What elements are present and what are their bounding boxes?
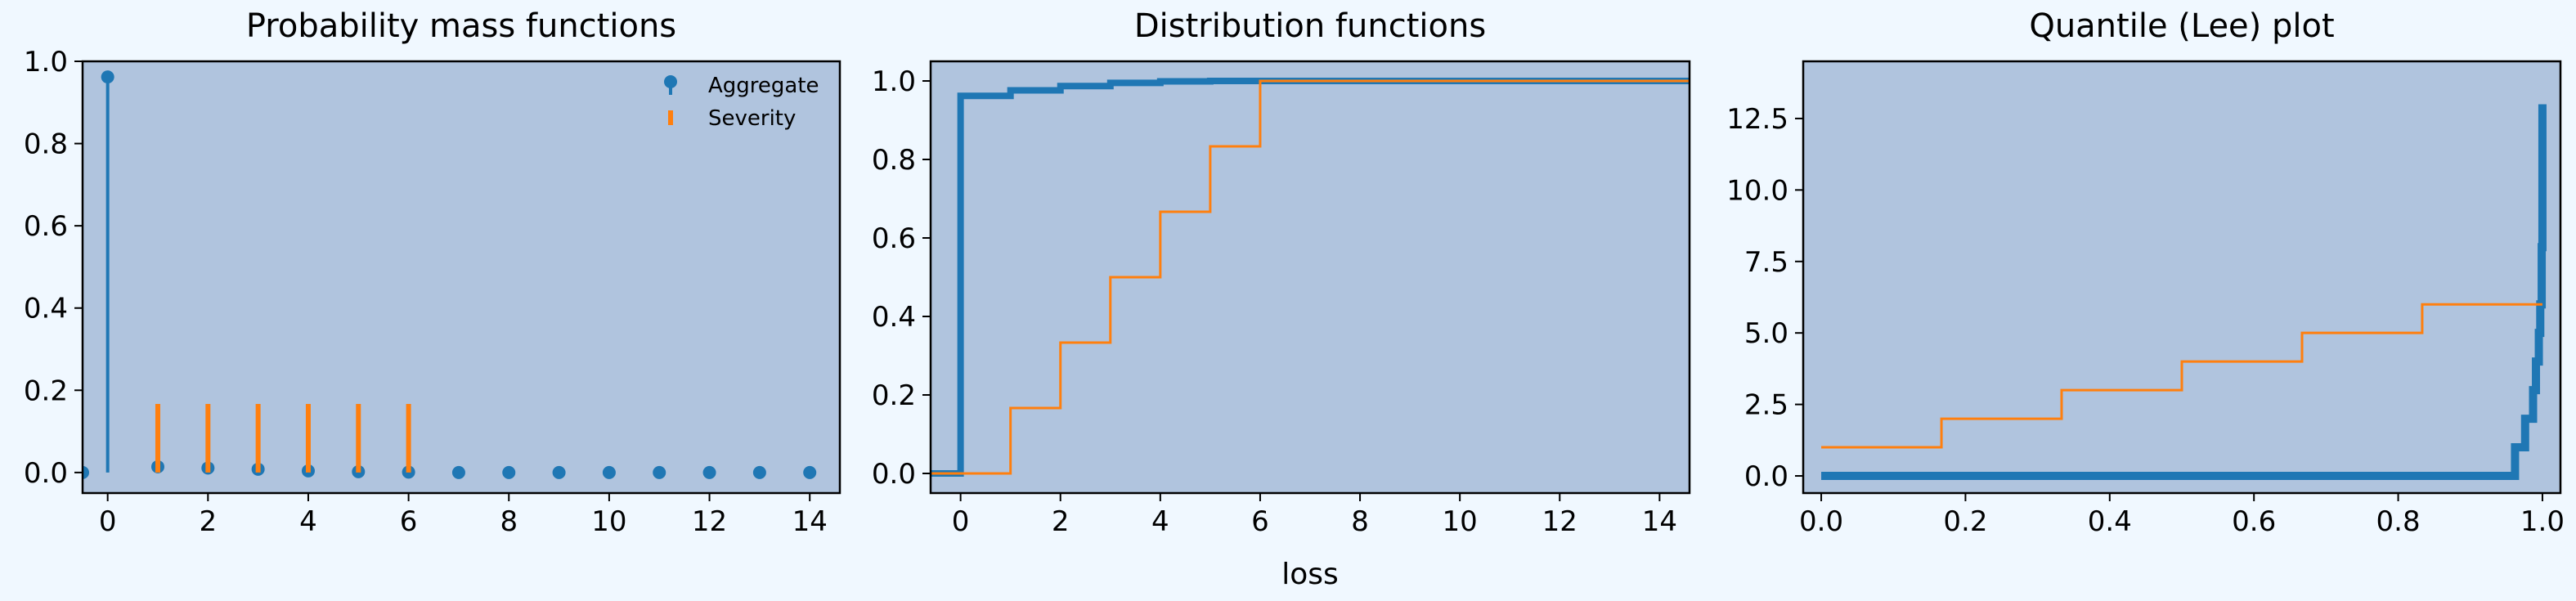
y-tick-label: 0.0 — [872, 458, 916, 491]
y-tick-label: 2.5 — [1744, 389, 1788, 422]
legend-swatch-marker — [664, 75, 677, 88]
x-tick-label: 2 — [1052, 505, 1070, 538]
chart-title: Probability mass functions — [246, 7, 676, 45]
y-tick-label: 10.0 — [1726, 174, 1788, 207]
x-tick-label: 8 — [1351, 505, 1369, 538]
y-tick-label: 0.2 — [872, 379, 916, 412]
y-tick-label: 1.0 — [872, 65, 916, 98]
legend-entry-severity: Severity — [668, 106, 796, 131]
x-tick-label: 0.0 — [1799, 505, 1843, 538]
marker-aggregate — [83, 465, 89, 479]
legend-label: Severity — [708, 106, 796, 131]
x-tick-label: 0.4 — [2088, 505, 2132, 538]
marker-aggregate — [502, 465, 516, 479]
marker-aggregate — [451, 465, 465, 479]
y-tick-label: 0.4 — [24, 293, 68, 325]
x-tick-label: 12 — [692, 505, 727, 538]
x-tick-label: 14 — [792, 505, 828, 538]
x-tick-label: 4 — [1151, 505, 1169, 538]
x-tick-label: 14 — [1642, 505, 1677, 538]
y-tick-label: 7.5 — [1744, 246, 1788, 279]
series-aggregate-line — [1821, 104, 2547, 481]
y-tick-label: 0.8 — [24, 128, 68, 161]
marker-aggregate — [752, 465, 766, 479]
x-tick-label: 0.2 — [1943, 505, 1987, 538]
x-tick-label: 0 — [952, 505, 970, 538]
x-tick-label: 12 — [1542, 505, 1577, 538]
chart-panel-1: 0 2 4 6 8 10 12 14 0.0 0.2 0.4 0.6 0.8 1.0 Probability… — [24, 7, 841, 538]
x-tick-label: 0.6 — [2232, 505, 2276, 538]
series-severity-line — [931, 79, 1690, 475]
plot-marks — [1821, 104, 2547, 481]
axes-frame — [929, 60, 1691, 495]
y-tick-label: 0.2 — [24, 375, 68, 407]
marker-aggregate — [653, 465, 666, 479]
x-tick-label: 0.8 — [2376, 505, 2421, 538]
x-tick-label: 4 — [299, 505, 317, 538]
y-tick-label: 0.6 — [872, 222, 916, 255]
x-tick-label: 0 — [99, 505, 117, 538]
legend-entry-aggregate: Aggregate — [664, 74, 819, 98]
y-tick-label: 12.5 — [1726, 103, 1788, 136]
y-tick-label: 0.8 — [872, 144, 916, 177]
legend-label: Aggregate — [708, 74, 819, 98]
series-severity-line — [1821, 303, 2542, 449]
axes-frame — [81, 60, 841, 495]
axes-frame — [1802, 60, 2562, 495]
x-tick-label: 6 — [1251, 505, 1269, 538]
marker-aggregate — [552, 465, 566, 479]
y-tick-label: 0.0 — [24, 457, 68, 490]
marker-aggregate — [602, 465, 616, 479]
x-tick-label: 6 — [400, 505, 418, 538]
chart-title: Quantile (Lee) plot — [2029, 7, 2334, 45]
plot-marks — [83, 70, 817, 479]
marker-aggregate — [702, 465, 716, 479]
y-tick-label: 0.0 — [1744, 460, 1788, 493]
y-tick-label: 0.6 — [24, 210, 68, 243]
legend: Aggregate Severity — [664, 74, 819, 131]
x-tick-label: 8 — [500, 505, 518, 538]
plot-marks — [931, 78, 1690, 477]
x-tick-label: 10 — [1443, 505, 1478, 538]
chart-panel-3: 0.0 0.2 0.4 0.6 0.8 1.0 0.0 2.5 5.0 7.5 10.0 12.5 Qu… — [1726, 7, 2565, 538]
marker-aggregate — [803, 465, 817, 479]
plot-area — [1803, 61, 2560, 493]
chart-title: Distribution functions — [1134, 7, 1486, 45]
plot-area — [931, 61, 1690, 493]
y-tick-label: 5.0 — [1744, 317, 1788, 350]
series-severity — [155, 404, 411, 473]
marker-aggregate — [101, 70, 114, 84]
y-tick-label: 0.4 — [872, 301, 916, 334]
chart-panel-2: 0 2 4 6 8 10 12 14 0.0 0.2 0.4 0.6 0.8 1.0 Distributio… — [872, 7, 1691, 591]
x-axis-label: loss — [1281, 558, 1339, 591]
y-tick-label: 1.0 — [24, 46, 68, 78]
x-tick-label: 1.0 — [2520, 505, 2565, 538]
x-tick-label: 10 — [591, 505, 626, 538]
x-tick-label: 2 — [199, 505, 217, 538]
series-aggregate-line — [931, 78, 1690, 477]
